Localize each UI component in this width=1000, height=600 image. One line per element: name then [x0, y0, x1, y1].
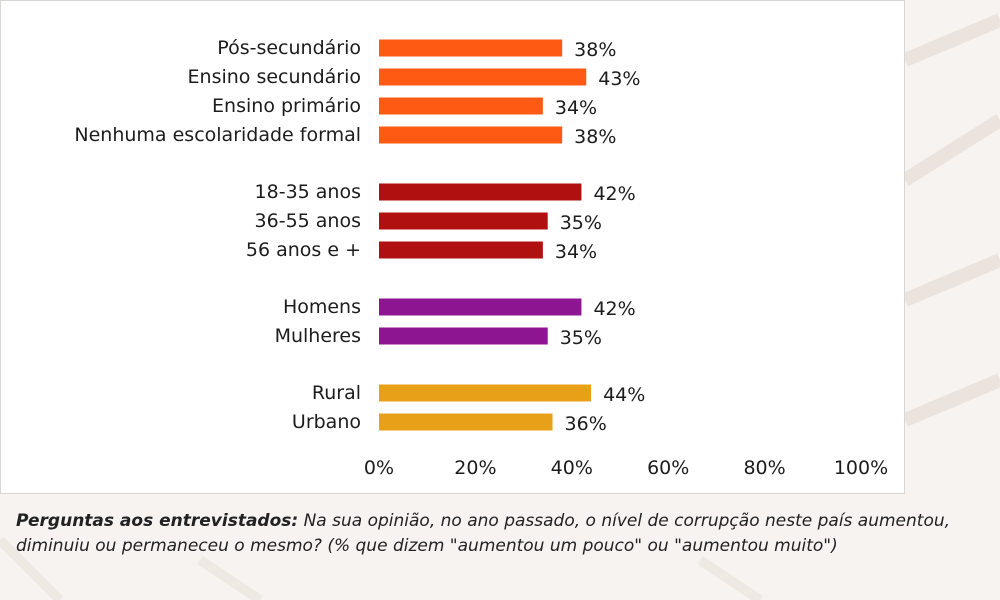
bar-homens — [379, 298, 582, 316]
bar-mulheres — [379, 327, 548, 345]
category-label-pos-secundario: Pós-secundário — [217, 37, 361, 59]
category-label-mulheres: Mulheres — [275, 325, 361, 347]
category-label-ensino-primario: Ensino primário — [212, 95, 361, 117]
bar-pos-secundario — [379, 39, 563, 57]
bar-chart: Pós-secundário 38% Ensino secundário 43% Ens… — [74, 37, 888, 479]
footnote-text: Na sua opinião, no ano passado, o nível … — [16, 511, 951, 556]
data-label-ensino-secundario: 43% — [598, 68, 640, 90]
x-tick-label-20: 20% — [454, 457, 496, 479]
x-tick-label-60: 60% — [647, 457, 689, 479]
x-tick-label-40: 40% — [551, 457, 593, 479]
bar-urbano — [379, 413, 553, 431]
category-label-homens: Homens — [283, 296, 361, 318]
category-label-36-55-anos: 36-55 anos — [255, 210, 361, 232]
data-label-ensino-primario: 34% — [555, 97, 597, 119]
data-label-18-35-anos: 42% — [593, 183, 635, 205]
category-label-urbano: Urbano — [292, 411, 361, 433]
data-label-56-anos-e: 34% — [555, 241, 597, 263]
x-tick-label-100: 100% — [834, 457, 888, 479]
bar-rural — [379, 384, 592, 402]
category-label-56-anos-e: 56 anos e + — [246, 239, 361, 261]
category-label-ensino-secundario: Ensino secundário — [188, 66, 361, 88]
footnote-label: Perguntas aos entrevistados: — [16, 511, 299, 531]
category-label-18-35-anos: 18-35 anos — [255, 181, 361, 203]
data-label-36-55-anos: 35% — [560, 212, 602, 234]
bar-18-35-anos — [379, 183, 582, 201]
data-label-rural: 44% — [603, 384, 645, 406]
x-tick-label-80: 80% — [743, 457, 785, 479]
data-label-homens: 42% — [593, 298, 635, 320]
data-label-pos-secundario: 38% — [574, 39, 616, 61]
bar-ensino-secundario — [379, 68, 587, 86]
x-tick-label-0: 0% — [364, 457, 394, 479]
bar-56-anos-e — [379, 241, 543, 259]
chart-card: Pós-secundário 38% Ensino secundário 43% Ens… — [0, 0, 905, 494]
bar-36-55-anos — [379, 212, 548, 230]
data-label-nenhuma-escolaridade-formal: 38% — [574, 126, 616, 148]
bar-ensino-primario — [379, 97, 543, 115]
category-label-rural: Rural — [312, 382, 361, 404]
footnote: Perguntas aos entrevistados: Na sua opin… — [16, 509, 986, 559]
data-label-urbano: 36% — [565, 413, 607, 435]
data-label-mulheres: 35% — [560, 327, 602, 349]
category-label-nenhuma-escolaridade-formal: Nenhuma escolaridade formal — [74, 124, 361, 146]
bar-nenhuma-escolaridade-formal — [379, 126, 563, 144]
